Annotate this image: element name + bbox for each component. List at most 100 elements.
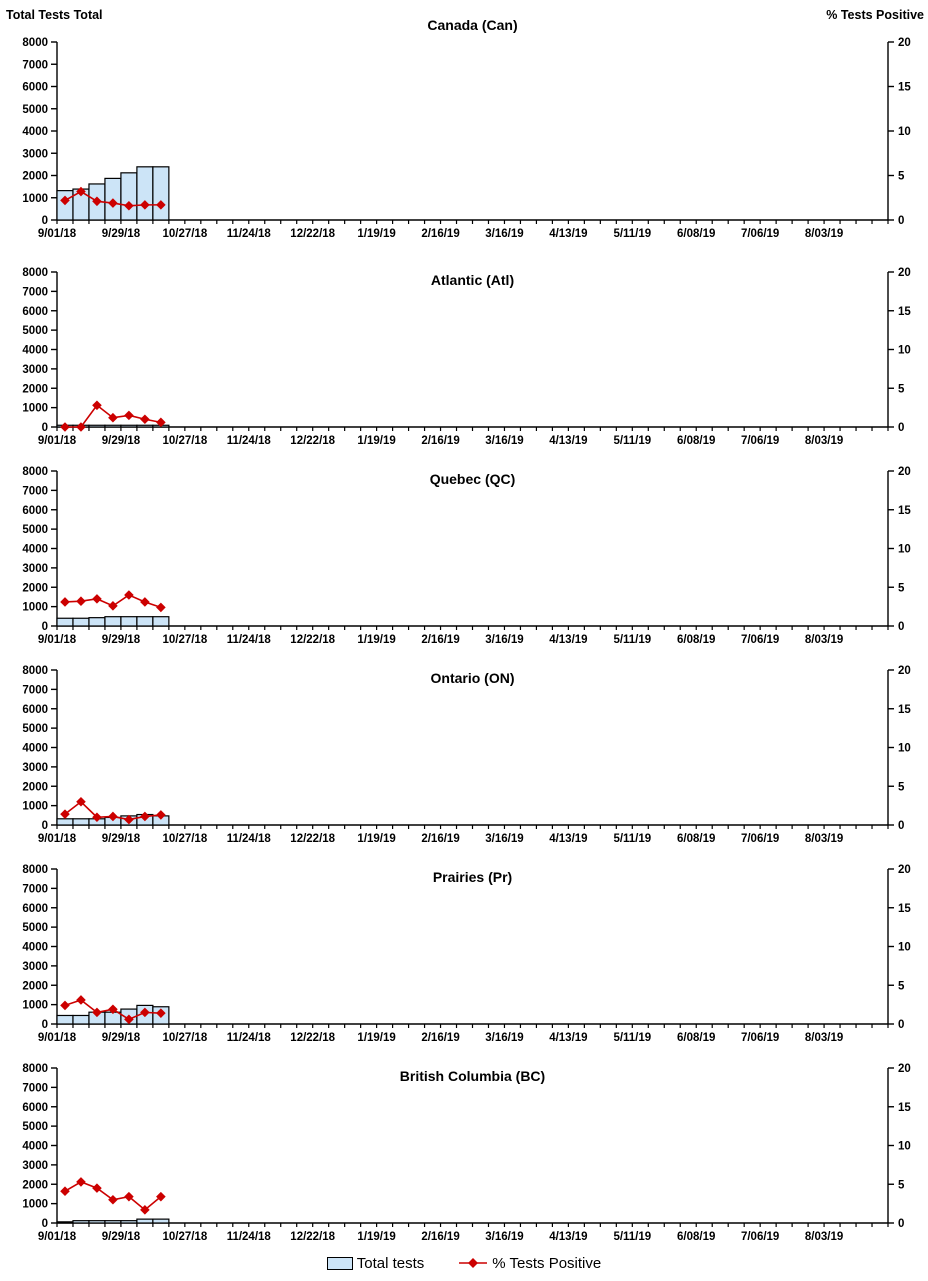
right-axis-tick-label: 5 [898,383,905,395]
x-axis-tick-label: 1/19/19 [357,1231,395,1243]
x-axis-tick-label: 9/29/18 [102,435,141,447]
right-axis-tick-label: 15 [898,903,911,915]
left-axis-tick-label: 3000 [22,1160,48,1172]
total-tests-bar [88,424,106,428]
pct-positive-marker [156,602,166,613]
x-axis-tick-label: 3/16/19 [485,1231,523,1243]
pct-positive-marker [124,814,134,825]
left-axis-tick-label: 7000 [22,1082,48,1094]
right-axis-tick-label: 10 [898,345,911,357]
x-axis-tick-label: 6/08/19 [677,228,715,240]
x-axis-tick-label: 1/19/19 [357,833,395,845]
x-axis-tick-label: 1/19/19 [357,1032,395,1044]
x-axis-tick-label: 7/06/19 [741,1231,779,1243]
pct-positive-marker [60,809,70,819]
total-tests-bar [136,1218,154,1224]
pct-positive-marker [156,417,166,428]
pct-positive-marker [140,1205,150,1215]
left-axis-tick-label: 3000 [22,148,48,160]
pct-positive-marker [108,198,118,208]
left-axis-tick-label: 5000 [22,104,48,116]
chart-title: Quebec (QC) [430,471,516,487]
x-axis-tick-label: 3/16/19 [485,435,523,447]
total-tests-bar [56,1014,74,1025]
legend-label-total-tests: Total tests [356,1254,425,1272]
x-axis-tick-label: 6/08/19 [677,1231,715,1243]
chart-panel-ontario-on: Ontario (ON) 0 1000 2000 3000 4000 5000 6000 700… [22,665,911,845]
left-axis-tick-label: 0 [42,820,48,832]
x-axis-tick-label: 3/16/19 [485,228,523,240]
x-axis-tick-label: 11/24/18 [227,1231,272,1243]
chart-title: Prairies (Pr) [433,869,512,885]
x-axis-tick-label: 6/08/19 [677,435,715,447]
left-axis-tick-label: 7000 [22,883,48,895]
x-axis-tick-label: 8/03/19 [805,228,843,240]
left-axis-tick-label: 6000 [22,903,48,915]
x-axis-tick-label: 5/11/19 [613,1231,651,1243]
total-tests-bar [120,172,138,221]
pct-positive-marker [108,1194,118,1205]
left-axis-tick-label: 2000 [22,171,48,183]
left-axis-tick-label: 5000 [22,1121,48,1133]
chart-panel-british-columbia-bc: British Columbia (BC)0100020003000400050… [22,1063,911,1243]
pct-positive-marker [92,196,102,207]
x-axis-tick-label: 4/13/19 [549,1231,587,1243]
left-axis-tick-label: 1000 [22,1000,48,1012]
pct-positive-marker [156,810,166,820]
total-tests-bar [120,424,138,428]
left-axis-tick-label: 1000 [22,403,48,415]
total-tests-swatch-icon [326,1256,353,1270]
total-tests-bar [136,616,154,627]
left-axis-tick-label: 1000 [22,801,48,813]
legend: Total tests % Tests Positive [0,1245,928,1281]
x-axis-tick-label: 5/11/19 [613,833,651,845]
x-axis-tick-label: 7/06/19 [741,1032,779,1044]
left-axis-tick-label: 6000 [22,1102,48,1114]
left-axis-tick-label: 4000 [22,942,48,954]
x-axis-tick-label: 11/24/18 [227,228,272,240]
x-axis-tick-label: 3/16/19 [485,634,523,646]
left-axis-tick-label: 8000 [22,466,48,478]
right-axis-tick-label: 0 [898,621,904,633]
x-axis-tick-label: 9/29/18 [102,833,141,845]
right-axis-tick-label: 5 [898,171,905,183]
left-axis-tick-label: 2000 [22,980,48,992]
total-tests-bar [120,1220,138,1224]
right-axis-tick-label: 0 [898,422,904,434]
x-axis-tick-label: 11/24/18 [227,833,272,845]
right-axis-tick-label: 10 [898,743,911,755]
x-axis-tick-label: 11/24/18 [227,634,272,646]
right-axis-tick-label: 20 [898,665,911,677]
pct-positive-marker [92,1183,102,1193]
x-axis-tick-label: 10/27/18 [162,1032,207,1044]
pct-positive-marker [76,596,86,606]
right-axis-tick-label: 20 [898,37,911,49]
x-axis-tick-label: 5/11/19 [613,435,651,447]
left-axis-tick-label: 4000 [22,345,48,357]
x-axis-tick-label: 7/06/19 [741,435,779,447]
legend-item-total-tests: Total tests [326,1254,425,1272]
legend-label-pct-positive: % Tests Positive [492,1254,602,1272]
left-axis-tick-label: 7000 [22,684,48,696]
chart-panel-quebec-qc: Quebec (QC) 0 1000 2000 3000 4000 5000 6000 7000… [22,466,911,646]
left-axis-tick-label: 5000 [22,922,48,934]
x-axis-tick-label: 1/19/19 [357,228,395,240]
charts-container: Canada (Can) 0 1000 2000 3000 4000 5000 6000 700… [22,17,911,1243]
left-axis-tick-label: 5000 [22,524,48,536]
x-axis-tick-label: 12/22/18 [290,1032,335,1044]
left-axis-tick-label: 3000 [22,762,48,774]
x-axis-tick-label: 10/27/18 [162,435,207,447]
right-axis-tick-label: 15 [898,1102,911,1114]
total-tests-bar [72,1014,90,1025]
right-axis-tick-label: 10 [898,1141,911,1153]
pct-positive-marker [156,1008,166,1018]
x-axis-tick-label: 9/01/18 [38,634,77,646]
pct-positive-marker [140,811,150,822]
right-axis-tick-label: 0 [898,1218,904,1230]
pct-positive-marker [108,811,118,822]
x-axis-tick-label: 10/27/18 [162,833,207,845]
pct-positive-marker [124,200,134,211]
x-axis-tick-label: 4/13/19 [549,228,587,240]
total-tests-bar [72,617,90,627]
pct-positive-marker [60,1186,70,1197]
